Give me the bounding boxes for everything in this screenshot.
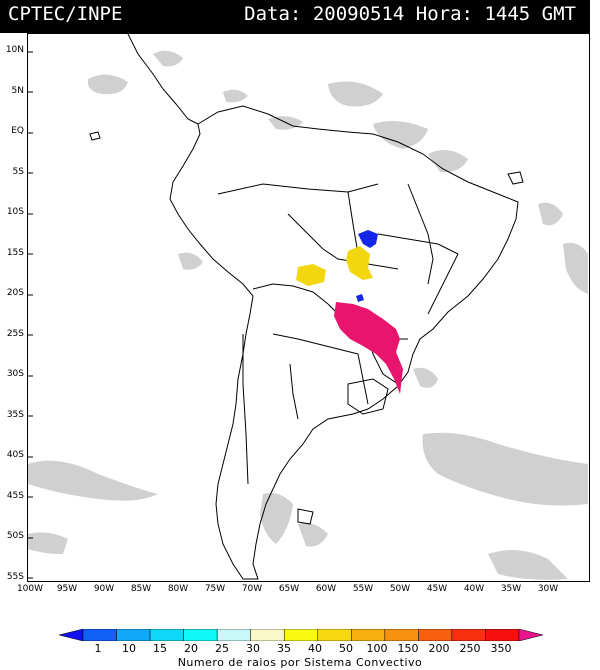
colorbar-label: 30 (246, 642, 260, 655)
date-label: Data: (244, 3, 302, 25)
lat-label-35s: 35S (6, 410, 24, 420)
colorbar-label: 35 (277, 642, 291, 655)
lon-label-85w: 85W (130, 584, 152, 594)
colorbar-label: 350 (490, 642, 512, 655)
lon-label-75w: 75W (204, 584, 226, 594)
colorbar-label: 100 (366, 642, 388, 655)
colorbar-cell (216, 629, 251, 641)
colorbar-cell (317, 629, 352, 641)
yellow-system-west (296, 264, 326, 286)
map-canvas (28, 34, 588, 580)
lon-label-45w: 45W (426, 584, 448, 594)
lat-label-50s: 50S (6, 531, 24, 541)
colorbar-cell (183, 629, 218, 641)
colorbar-cell (82, 629, 117, 641)
lon-label-100w: 100W (16, 584, 44, 594)
colorbar-title: Numero de raios por Sistema Convectivo (177, 656, 423, 669)
magenta-system (334, 302, 403, 394)
yellow-system-central (346, 246, 373, 280)
colorbar-cell (384, 629, 419, 641)
colorbar-label: 200 (428, 642, 450, 655)
time-label: Hora: (415, 3, 473, 25)
blue-system-north (358, 230, 378, 248)
time-value: 1445 (484, 3, 531, 25)
colorbar-label: 1 (94, 642, 102, 655)
south-america-outline (169, 105, 519, 580)
lat-label-30s: 30S (6, 369, 24, 379)
colorbar-cell (518, 629, 543, 641)
convective-systems (296, 230, 403, 394)
lat-label-eq: EQ (11, 126, 24, 136)
central-america-outline (127, 34, 199, 125)
colorbar-cell (250, 629, 285, 641)
source-label: CPTEC/INPE (8, 3, 123, 25)
colorbar-cell (351, 629, 386, 641)
lon-label-40w: 40W (463, 584, 485, 594)
lat-label-25s: 25S (6, 329, 24, 339)
lon-label-60w: 60W (315, 584, 337, 594)
lat-label-5s: 5S (12, 167, 24, 177)
timezone: GMT (541, 3, 576, 25)
lon-label-50w: 50W (389, 584, 411, 594)
lat-label-20s: 20S (6, 288, 24, 298)
colorbar-label: 10 (122, 642, 136, 655)
lat-label-10s: 10S (6, 207, 24, 217)
colorbar-label: 150 (397, 642, 419, 655)
colorbar-cell (116, 629, 151, 641)
lat-label-15s: 15S (6, 248, 24, 258)
lon-label-80w: 80W (167, 584, 189, 594)
grid-ticks (28, 51, 33, 579)
lat-label-10n: 10N (5, 45, 24, 55)
lat-label-5n: 5N (11, 86, 24, 96)
lon-label-55w: 55W (352, 584, 374, 594)
colorbar-cell (59, 629, 84, 641)
colorbar-label: 25 (215, 642, 229, 655)
land-borders (89, 34, 524, 580)
lon-label-30w: 30W (537, 584, 559, 594)
colorbar-cell (149, 629, 184, 641)
cloud-cover (28, 50, 588, 580)
colorbar-cell (451, 629, 486, 641)
lat-label-45s: 45S (6, 491, 24, 501)
colorbar-cell (418, 629, 453, 641)
lon-label-70w: 70W (241, 584, 263, 594)
colorbar-label: 20 (184, 642, 198, 655)
colorbar-label: 15 (153, 642, 167, 655)
colorbar (59, 629, 543, 641)
lon-label-35w: 35W (500, 584, 522, 594)
blue-system-small (356, 294, 364, 302)
header-bar: CPTEC/INPE Data: 20090514 Hora: 1445 GMT (0, 0, 590, 33)
colorbar-cell (485, 629, 520, 641)
lat-label-55s: 55S (6, 572, 24, 582)
lon-label-65w: 65W (278, 584, 300, 594)
timestamp: Data: 20090514 Hora: 1445 GMT (244, 3, 576, 25)
colorbar-cell (283, 629, 319, 641)
colorbar-label: 250 (459, 642, 481, 655)
date-value: 20090514 (312, 3, 405, 25)
lat-label-40s: 40S (6, 450, 24, 460)
lon-label-90w: 90W (93, 584, 115, 594)
colorbar-label: 50 (339, 642, 353, 655)
colorbar-label: 40 (308, 642, 322, 655)
map-frame (27, 33, 590, 582)
lon-label-95w: 95W (56, 584, 78, 594)
